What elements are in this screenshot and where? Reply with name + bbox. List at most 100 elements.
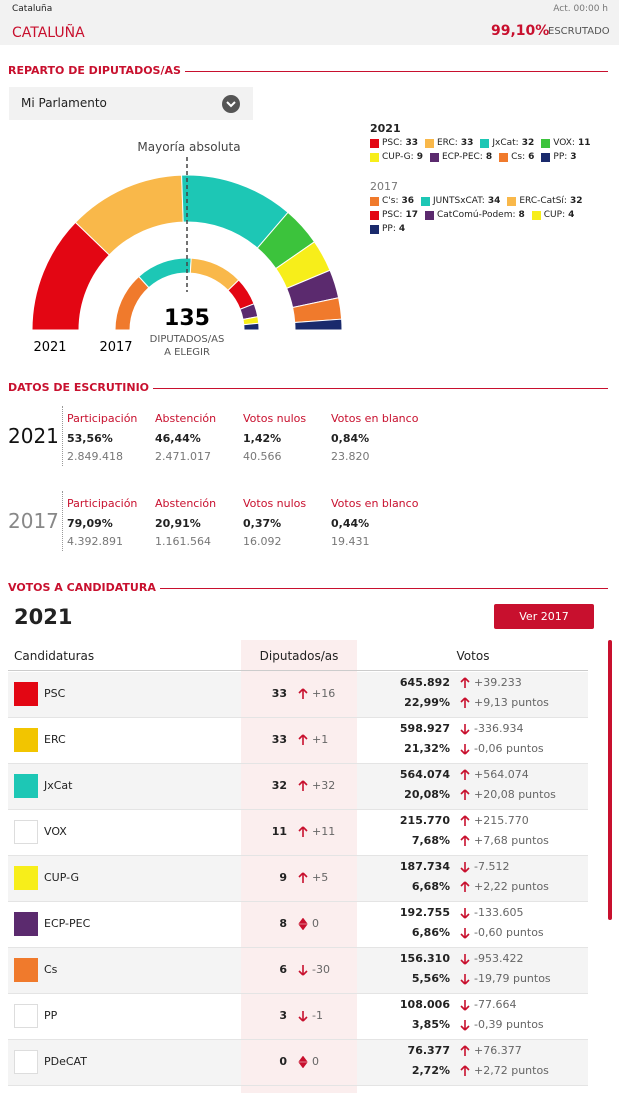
legend-swatch [421, 196, 431, 206]
votes-change: -953.422 [474, 952, 524, 965]
section-title: VOTOS A CANDIDATURA [8, 581, 156, 594]
legend-value: 32 [521, 138, 535, 148]
row-bg [357, 672, 588, 717]
pct-change: +9,13 puntos [474, 696, 549, 709]
scrutiny-pct: 1,42% [243, 432, 282, 445]
dropdown[interactable]: Mi Parlamento [9, 87, 253, 120]
scrutiny-pct: 79,09% [67, 517, 113, 530]
row-rule [8, 1039, 588, 1040]
seats: 32 [271, 779, 287, 792]
party-name: ECP-PEC [44, 917, 91, 930]
legend-item: CUP-G: 9 [370, 152, 423, 162]
legend-label: C's: [382, 196, 399, 206]
legend-value: 17 [405, 210, 418, 220]
legend-swatch [541, 152, 551, 162]
trend-arrow [460, 724, 470, 735]
trend-arrow [298, 965, 308, 976]
toggle-button[interactable]: Ver 2017 [494, 604, 594, 629]
seat-arc [114, 275, 150, 331]
region-small: Cataluña [12, 4, 53, 14]
trend-arrow [460, 928, 470, 939]
divider [62, 491, 63, 551]
votes-change: +76.377 [474, 1044, 522, 1057]
scrutiny-pct: 0,37% [243, 517, 282, 530]
votes-change: +564.074 [474, 768, 529, 781]
vote-pct: 2,72% [411, 1064, 450, 1077]
party-name: Cs [44, 963, 58, 976]
legend-label: PP: [382, 224, 396, 234]
scrutiny-pct: 0,84% [331, 432, 370, 445]
legend-year: 2021 [370, 122, 401, 135]
trend-arrow [460, 835, 470, 846]
legend-items: C's: 36 JUNTSxCAT: 34 ERC-CatSí: 32 PSC: 17 CatC… [370, 196, 610, 234]
parliament-chart: Mayoría absoluta 135 DIPUTADOS/AS A ELEGIR 2… [31, 140, 343, 358]
trend-arrow [460, 881, 470, 892]
row-bg [357, 948, 588, 993]
header-rule [8, 670, 588, 671]
party-name: ERC [44, 733, 66, 746]
scrutiny-label: Votos en blanco [331, 412, 419, 425]
section-rule [184, 71, 608, 72]
scrutiny-label: Abstención [155, 412, 217, 425]
legend-swatch [425, 138, 434, 148]
trend-arrow [460, 974, 470, 985]
dropdown-icon [222, 95, 240, 113]
row-rule [8, 993, 588, 994]
pct-change: -0,60 puntos [474, 926, 544, 939]
legend-value: 4 [398, 224, 406, 234]
row-bg [357, 764, 588, 809]
seats-band [241, 640, 357, 1093]
legend-swatch [425, 210, 434, 220]
vote-pct: 6,86% [411, 926, 450, 939]
scrutiny-year: 2021 [8, 424, 59, 448]
trend-arrow [298, 872, 308, 883]
scrutiny-label: Participación [67, 497, 138, 510]
legend-item: Cs: 6 [499, 152, 534, 162]
legend-label: PP: [553, 152, 568, 162]
pct-change: +2,22 puntos [474, 880, 549, 893]
seats-change: +16 [312, 687, 336, 700]
trend-arrow [460, 862, 470, 873]
scrutiny-pct: 0,44% [331, 517, 370, 530]
trend-arrow [460, 697, 470, 708]
votes: 192.755 [399, 906, 450, 919]
pct-change: +20,08 puntos [474, 788, 556, 801]
seats: 6 [279, 963, 287, 976]
legend-block: 2017 C's: 36 JUNTSxCAT: 34 ERC-CatSí: 32 PSC: 17… [370, 180, 615, 234]
legend-label: PSC: [382, 138, 403, 148]
divider [62, 406, 63, 466]
trend-arrow [460, 1065, 470, 1076]
row-bg [8, 948, 241, 993]
legend-value: 36 [401, 196, 415, 206]
votes-change: -133.605 [474, 906, 524, 919]
total-seats: 135 [164, 306, 210, 331]
total-label: DIPUTADOS/AS [150, 334, 225, 345]
legend-item: VOX: 11 [541, 138, 590, 148]
votes: 598.927 [399, 722, 450, 735]
column-header: Candidaturas [14, 649, 95, 663]
row-rule [8, 809, 588, 810]
scrutiny-count: 4.392.891 [67, 535, 123, 548]
seats: 0 [279, 1055, 287, 1068]
legend-value: 9 [416, 152, 423, 162]
seats: 11 [271, 825, 287, 838]
party-logo [14, 866, 38, 890]
trend-arrow [298, 826, 308, 837]
row-bg [357, 856, 588, 901]
scrutiny-year: 2017 [8, 509, 59, 533]
trend-arrow [460, 1000, 470, 1011]
trend-arrow [460, 908, 470, 919]
legend-label: PSC: [382, 210, 403, 220]
legend-value: 11 [577, 138, 591, 148]
scrutiny-count: 1.161.564 [155, 535, 211, 548]
scrutiny-count: 2.849.418 [67, 450, 123, 463]
seats: 33 [271, 687, 287, 700]
votes-change: +215.770 [474, 814, 529, 827]
row-bg [8, 1040, 241, 1085]
legend-label: ERC: [437, 138, 458, 148]
section-title: DATOS DE ESCRUTINIO [8, 381, 150, 394]
legend-item: JUNTSxCAT: 34 [421, 196, 500, 206]
legend-label: ERC-CatSí: [519, 196, 567, 206]
scrutiny-label: Votos nulos [243, 412, 307, 425]
